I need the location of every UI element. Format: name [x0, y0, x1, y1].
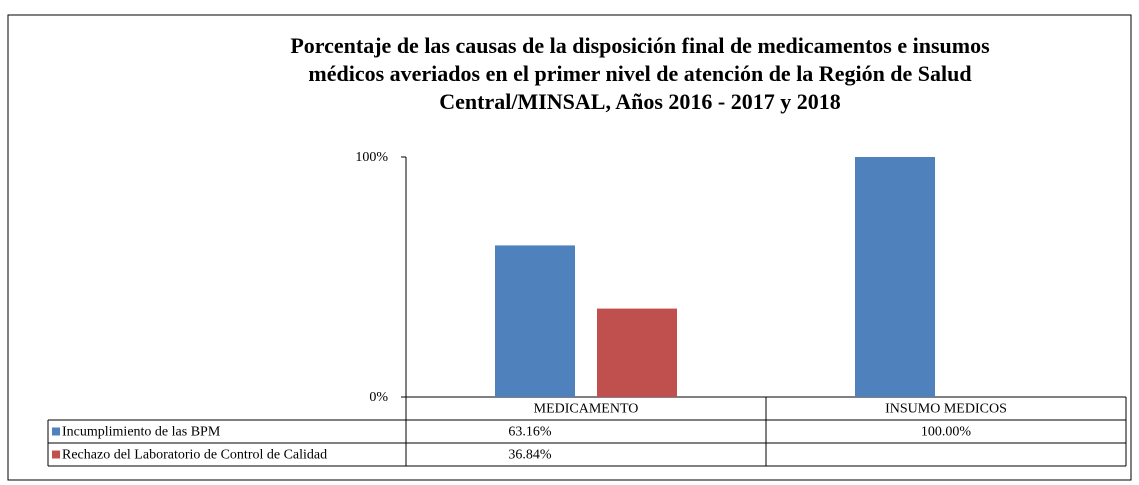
bar — [597, 308, 677, 397]
chart-title: Porcentaje de las causas de la disposici… — [290, 33, 990, 58]
x-tick-label: INSUMO MEDICOS — [885, 402, 1007, 417]
legend-swatch — [52, 450, 60, 459]
y-tick-label: 0% — [369, 390, 388, 405]
bar — [495, 245, 575, 397]
legend-label: Incumplimiento de las BPM — [62, 425, 221, 440]
legend-label: Rechazo del Laboratorio de Control de Ca… — [62, 448, 327, 463]
x-tick-label: MEDICAMENTO — [534, 402, 639, 417]
chart-title: médicos averiados en el primer nivel de … — [308, 61, 971, 86]
data-label: 100.00% — [921, 425, 972, 440]
chart-title: Central/MINSAL, Años 2016 - 2017 y 2018 — [439, 89, 841, 114]
legend-swatch — [52, 427, 60, 436]
bar — [855, 157, 935, 397]
data-label: 36.84% — [508, 448, 552, 463]
y-tick-label: 100% — [355, 150, 388, 165]
data-label: 63.16% — [508, 425, 552, 440]
